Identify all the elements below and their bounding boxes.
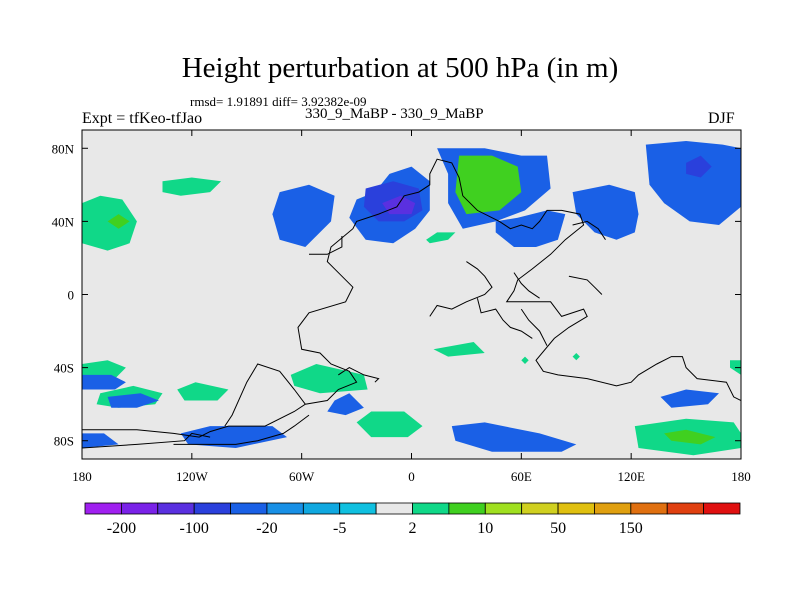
axes-layer: 180 120W 60W 0 60E 120E 180 80N 40N 0 40S 80S	[52, 130, 751, 484]
coastline	[309, 236, 343, 255]
colorbar-box	[448, 502, 486, 515]
colorbar-label: -100	[180, 520, 209, 537]
coastline	[224, 363, 306, 427]
experiment-label: Expt = tfKeo-tfJao	[82, 110, 203, 127]
colorbar-label: -5	[333, 520, 346, 537]
coastline	[82, 158, 741, 438]
contour-region	[107, 214, 130, 229]
x-tick-label: 60E	[511, 469, 532, 484]
colorbar-label: 10	[477, 520, 493, 537]
contour-region	[82, 433, 119, 448]
colorbar-label: -200	[107, 520, 136, 537]
contour-region	[645, 141, 741, 225]
contour-region	[356, 411, 423, 438]
contour-region	[82, 195, 137, 251]
contour-region	[82, 360, 126, 379]
x-tick-label: 180	[731, 469, 751, 484]
colorbar-box	[375, 502, 413, 515]
colorbar-box	[339, 502, 377, 515]
colorbar-label: 150	[619, 520, 643, 537]
colorbar-box	[594, 502, 632, 515]
colorbar-box	[230, 502, 268, 515]
contour-region	[521, 356, 529, 364]
contour-region	[327, 393, 364, 416]
contour-region	[686, 155, 712, 178]
colorbar-box	[666, 502, 705, 515]
colorbar-label: -20	[256, 520, 277, 537]
x-tick-label: 120W	[176, 469, 209, 484]
y-tick-label: 80S	[54, 434, 74, 449]
x-tick-label: 180	[72, 469, 92, 484]
coastline	[568, 275, 603, 295]
stats-text: rmsd= 1.91891 diff= 3.92382e-09	[190, 94, 367, 109]
coastline	[513, 272, 540, 299]
contour-region	[572, 353, 580, 361]
contour-region	[177, 382, 229, 401]
y-tick-label: 0	[68, 288, 75, 303]
colorbar-box	[557, 502, 595, 515]
contour-region	[455, 155, 522, 215]
center-label: 330_9_MaBP - 330_9_MaBP	[305, 106, 484, 122]
contour-region	[664, 429, 716, 445]
contour-region	[433, 342, 485, 357]
contour-region	[660, 389, 719, 408]
contour-region	[272, 184, 335, 247]
colorbar-box	[120, 502, 159, 515]
coastline	[476, 298, 533, 339]
colorbar: -200 -100 -20 -5 2 10 50 150	[84, 502, 741, 537]
contour-region	[180, 426, 287, 448]
colorbar-box	[84, 502, 122, 515]
colorbar-label: 2	[409, 520, 417, 537]
coastline	[572, 220, 606, 240]
contour-region	[107, 393, 159, 408]
contour-regions	[82, 141, 741, 456]
colorbar-box	[412, 502, 450, 515]
colorbar-box	[630, 502, 668, 515]
contour-region	[162, 177, 222, 196]
y-tick-label: 40S	[54, 361, 74, 376]
x-tick-label: 60W	[289, 469, 315, 484]
coastline	[338, 367, 380, 383]
x-tick-label: 0	[408, 469, 415, 484]
coastline	[173, 414, 310, 445]
y-tick-label: 40N	[52, 214, 75, 229]
contour-region	[572, 184, 639, 240]
coastline-layer	[82, 158, 741, 449]
coastline	[82, 432, 211, 449]
colorbar-box	[703, 502, 741, 515]
contour-region	[495, 210, 566, 247]
season-label: DJF	[708, 110, 735, 127]
x-tick-label: 120E	[617, 469, 645, 484]
y-tick-label: 80N	[52, 141, 75, 156]
coastline	[520, 308, 548, 346]
colorbar-box	[266, 502, 304, 515]
coastline	[429, 261, 493, 317]
contour-region	[451, 422, 577, 452]
contour-region	[426, 232, 456, 244]
colorbar-box	[484, 502, 523, 515]
colorbar-box	[157, 502, 195, 515]
colorbar-box	[302, 502, 341, 515]
chart-title: Height perturbation at 500 hPa (in m)	[181, 52, 619, 84]
colorbar-box	[521, 502, 559, 515]
contour-region	[82, 374, 126, 390]
colorbar-box	[193, 502, 231, 515]
colorbar-label: 50	[550, 520, 566, 537]
